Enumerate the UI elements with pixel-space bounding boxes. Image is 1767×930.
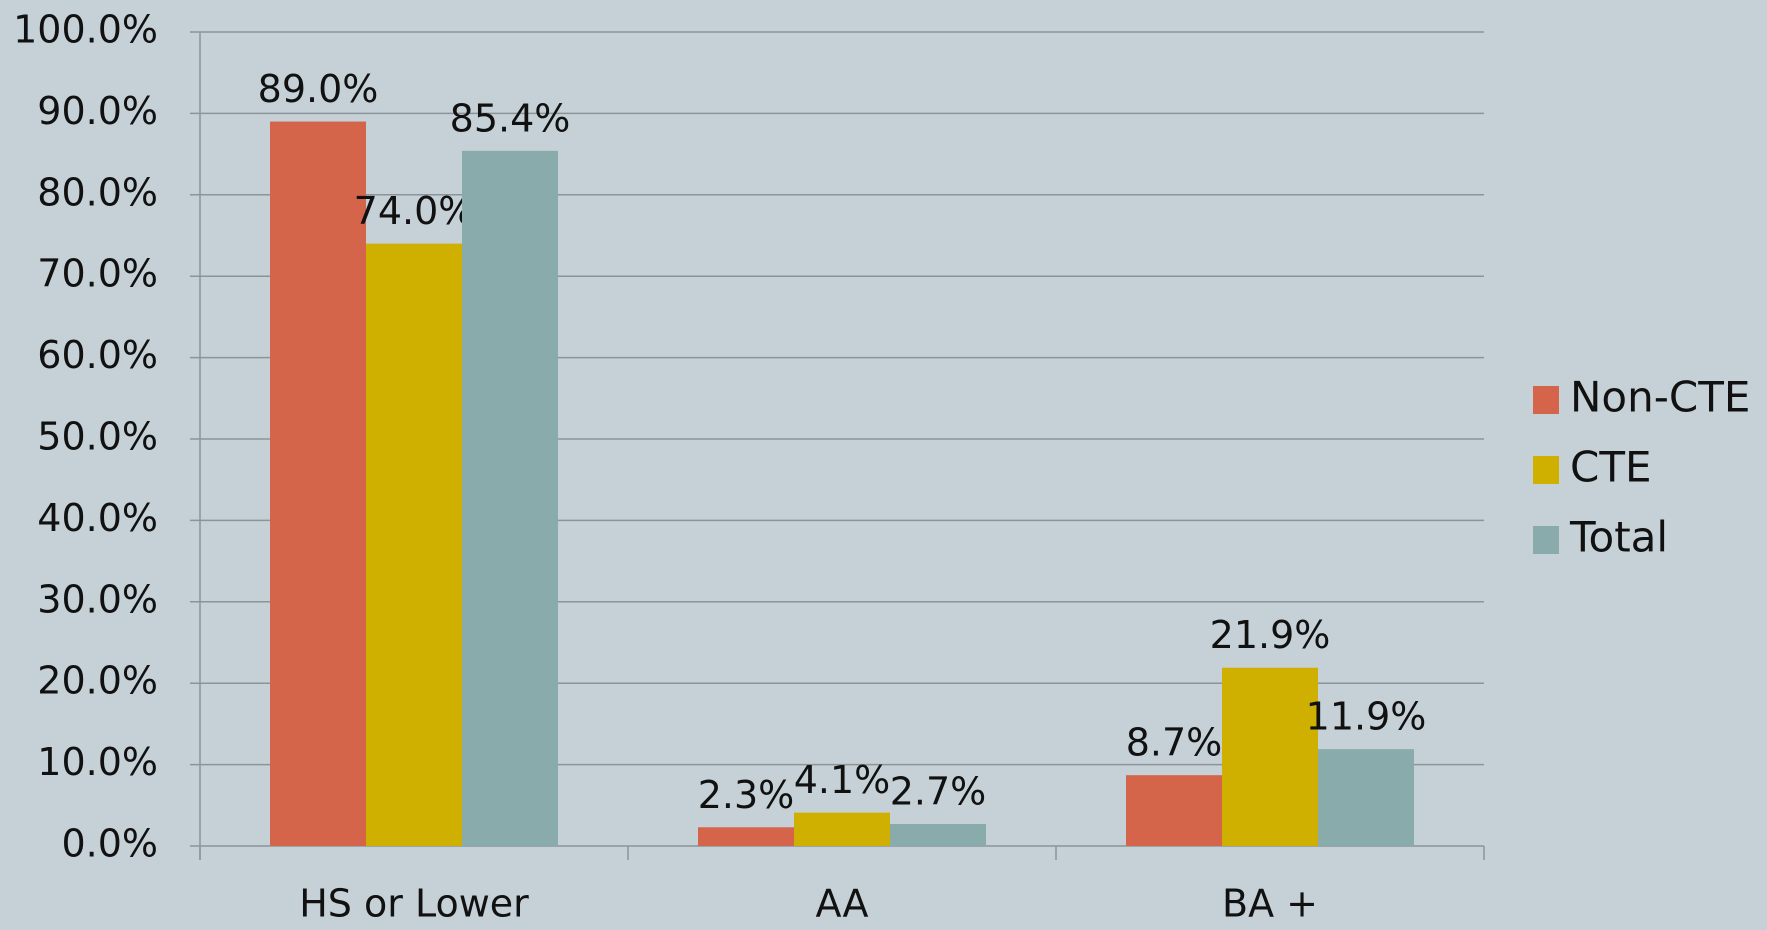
legend-swatch (1533, 456, 1559, 484)
data-label: 85.4% (450, 96, 571, 140)
x-tick-label: BA + (1222, 882, 1318, 926)
y-tick-label: 40.0% (37, 496, 158, 540)
bar (698, 827, 794, 846)
data-label: 2.3% (698, 773, 795, 817)
y-tick-label: 80.0% (37, 170, 158, 214)
bar (1318, 749, 1414, 846)
x-tick-label: HS or Lower (299, 882, 529, 926)
x-tick-label: AA (815, 882, 868, 926)
bar (1126, 775, 1222, 846)
data-label: 74.0% (354, 189, 475, 233)
data-label: 8.7% (1126, 721, 1223, 765)
data-label: 89.0% (258, 67, 379, 111)
legend-label: CTE (1570, 443, 1652, 492)
legend-label: Non-CTE (1570, 373, 1750, 422)
y-tick-label: 60.0% (37, 333, 158, 377)
y-tick-label: 100.0% (13, 8, 158, 52)
y-tick-label: 20.0% (37, 659, 158, 703)
y-tick-label: 70.0% (37, 252, 158, 296)
bar (270, 121, 366, 847)
data-label: 4.1% (794, 758, 891, 802)
y-tick-label: 0.0% (61, 822, 158, 866)
bar (890, 824, 986, 846)
bar (366, 243, 462, 846)
legend-swatch (1533, 386, 1559, 414)
data-label: 21.9% (1210, 613, 1331, 657)
y-tick-label: 30.0% (37, 577, 158, 621)
bar (794, 812, 890, 846)
legend-swatch (1533, 526, 1559, 554)
y-tick-label: 50.0% (37, 415, 158, 459)
y-tick-label: 90.0% (37, 89, 158, 133)
data-label: 11.9% (1306, 695, 1427, 739)
data-label: 2.7% (890, 770, 987, 814)
bar (462, 150, 558, 846)
y-tick-label: 10.0% (37, 740, 158, 784)
legend-label: Total (1569, 513, 1668, 562)
bar (1222, 667, 1318, 846)
